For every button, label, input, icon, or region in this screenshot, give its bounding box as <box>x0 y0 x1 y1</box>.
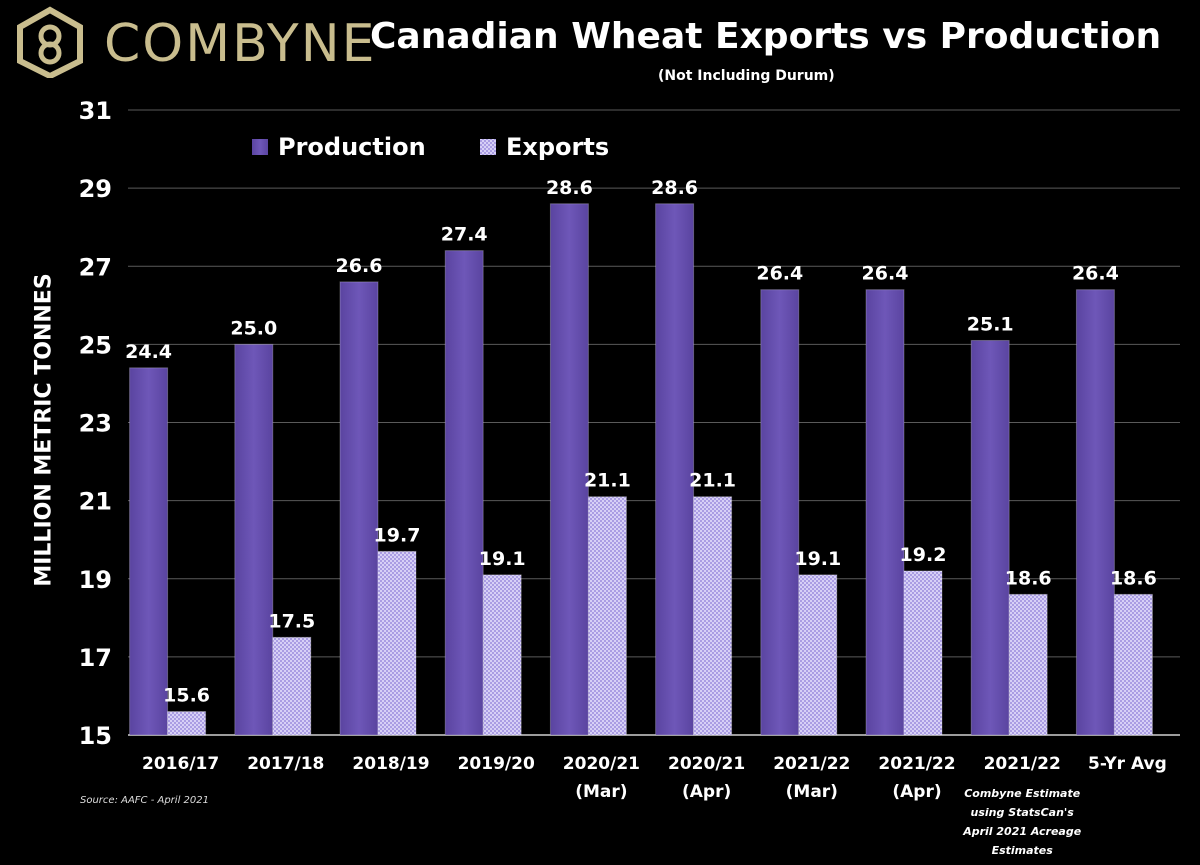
exports-bar <box>587 496 627 736</box>
data-label: 21.1 <box>689 470 736 492</box>
data-label: 19.1 <box>479 548 526 570</box>
production-bar <box>1075 289 1115 736</box>
production-bar <box>129 367 169 736</box>
x-tick-label: 2020/21 <box>563 754 640 774</box>
data-label: 26.4 <box>1072 263 1119 285</box>
data-label: 25.1 <box>967 313 1014 335</box>
legend-exports-swatch <box>480 139 496 155</box>
brand-name: COMBYNE <box>104 14 377 74</box>
y-tick-label: 23 <box>79 410 112 438</box>
production-bar <box>655 203 695 736</box>
y-tick-label: 29 <box>79 175 112 203</box>
production-bar <box>234 343 274 736</box>
exports-bar <box>1008 593 1048 736</box>
data-label: 19.7 <box>374 524 421 546</box>
data-label: 15.6 <box>163 685 210 707</box>
data-label: 26.4 <box>756 263 803 285</box>
x-tick-label: (Apr) <box>682 782 731 802</box>
x-tick-label: 5-Yr Avg <box>1088 754 1167 774</box>
x-tick-label: 2021/22 <box>984 754 1061 774</box>
exports-bar <box>272 636 312 736</box>
x-tick-label: 2020/21 <box>668 754 745 774</box>
y-tick-label: 25 <box>79 331 112 359</box>
y-tick-label: 27 <box>79 253 112 281</box>
x-tick-label: (Mar) <box>786 782 838 802</box>
x-tick-label: 2021/22 <box>878 754 955 774</box>
y-tick-label: 15 <box>79 722 112 750</box>
category-note: using StatsCan's <box>971 806 1075 819</box>
legend-production-swatch <box>252 139 268 155</box>
exports-bar <box>377 550 417 736</box>
exports-bar <box>482 574 522 736</box>
x-tick-label: (Apr) <box>892 782 941 802</box>
chart-title: Canadian Wheat Exports vs Production <box>370 16 1162 57</box>
production-bar <box>970 339 1010 736</box>
y-tick-label: 17 <box>79 644 112 672</box>
production-bar <box>339 281 379 736</box>
category-note: Estimates <box>992 844 1054 857</box>
combyne-hexagon-logo-icon <box>17 6 83 80</box>
data-label: 26.4 <box>862 263 909 285</box>
data-label: 24.4 <box>125 341 172 363</box>
production-bar <box>444 250 484 736</box>
data-label: 28.6 <box>546 177 593 199</box>
data-label: 19.1 <box>794 548 841 570</box>
exports-bar <box>167 711 207 736</box>
data-label: 28.6 <box>651 177 698 199</box>
x-tick-label: 2019/20 <box>458 754 535 774</box>
y-tick-label: 31 <box>79 97 112 125</box>
production-bar <box>549 203 589 736</box>
data-label: 27.4 <box>441 224 488 246</box>
exports-bar <box>1113 593 1153 736</box>
y-tick-label: 21 <box>79 488 112 516</box>
source-note: Source: AAFC - April 2021 <box>80 795 209 806</box>
x-tick-label: 2021/22 <box>773 754 850 774</box>
x-tick-label: 2018/19 <box>352 754 429 774</box>
x-tick-label: (Mar) <box>575 782 627 802</box>
data-label: 19.2 <box>900 544 947 566</box>
legend-exports-label: Exports <box>506 133 609 161</box>
chart-subtitle: (Not Including Durum) <box>658 68 835 84</box>
data-label: 21.1 <box>584 470 631 492</box>
exports-bar <box>798 574 838 736</box>
x-tick-label: 2017/18 <box>247 754 324 774</box>
data-label: 18.6 <box>1005 567 1052 589</box>
exports-bar <box>903 570 943 736</box>
data-label: 25.0 <box>230 317 277 339</box>
data-label: 18.6 <box>1110 567 1157 589</box>
production-bar <box>865 289 905 736</box>
y-tick-label: 19 <box>79 566 112 594</box>
category-note: April 2021 Acreage <box>962 825 1082 838</box>
data-label: 26.6 <box>336 255 383 277</box>
legend-production-label: Production <box>278 133 426 161</box>
production-bar <box>760 289 800 736</box>
category-note: Combyne Estimate <box>964 787 1080 800</box>
data-label: 17.5 <box>268 610 315 632</box>
x-tick-label: 2016/17 <box>142 754 219 774</box>
combyne-logo: COMBYNE <box>10 6 374 80</box>
exports-bar <box>693 496 733 736</box>
